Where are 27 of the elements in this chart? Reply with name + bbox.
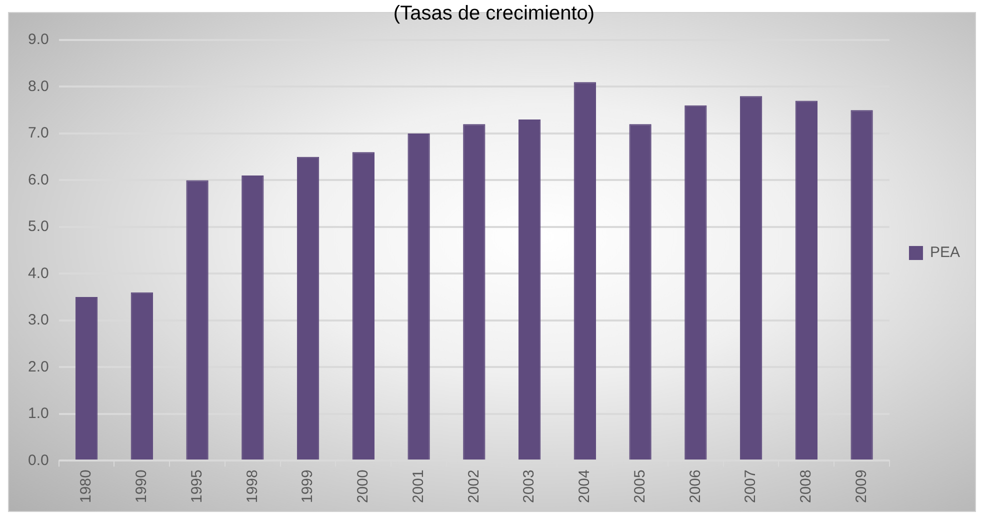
x-tick-label: 1998 — [244, 470, 261, 504]
x-tick-label: 2003 — [520, 470, 538, 504]
x-tick-label: 2007 — [742, 470, 760, 504]
y-tick-label: 9.0 — [28, 31, 49, 48]
chart-title: (Tasas de crecimiento) — [393, 2, 595, 25]
y-tick-label: 0.0 — [28, 452, 49, 469]
x-tick-label: 1995 — [188, 470, 206, 504]
x-tick-label: 1990 — [133, 470, 150, 504]
y-tick-label: 1.0 — [28, 405, 49, 422]
x-tick-label: 2000 — [354, 470, 372, 504]
y-tick-label: 7.0 — [28, 124, 49, 142]
y-tick-label: 5.0 — [28, 218, 49, 236]
legend-label: PEA — [930, 244, 960, 262]
x-tick-label: 2009 — [852, 470, 870, 504]
y-tick-label: 6.0 — [28, 171, 49, 188]
x-tick-label: 2006 — [686, 470, 704, 504]
x-tick-label: 2005 — [631, 470, 648, 504]
y-tick-label: 8.0 — [28, 78, 49, 95]
y-tick-label: 2.0 — [28, 358, 49, 376]
x-tick-label: 1999 — [299, 470, 316, 504]
x-tick-label: 2002 — [465, 470, 482, 504]
x-tick-label: 2008 — [798, 470, 815, 504]
y-tick-label: 3.0 — [28, 312, 49, 329]
x-tick-label: 2001 — [410, 470, 427, 504]
x-tick-label: 1980 — [78, 470, 95, 504]
y-tick-label: 4.0 — [28, 264, 49, 282]
x-tick-label: 2004 — [576, 470, 594, 504]
